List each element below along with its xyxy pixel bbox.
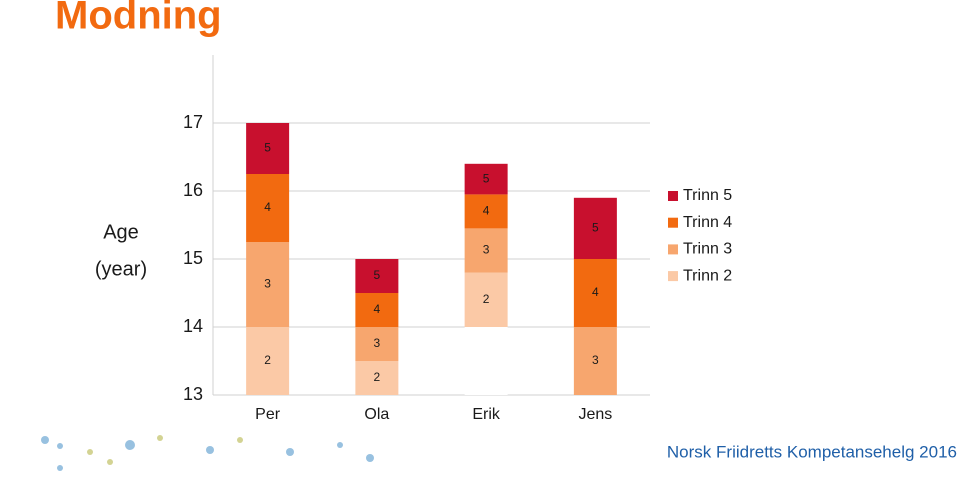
legend-swatch: [668, 217, 678, 228]
y-tick-label: 13: [183, 384, 203, 404]
segment-label: 3: [264, 277, 271, 291]
bar-segment: [573, 197, 617, 259]
y-axis-label: (year): [95, 258, 147, 280]
bar-segment: [464, 163, 508, 195]
segment-label: 2: [374, 370, 381, 384]
segment-label: 3: [483, 243, 490, 257]
bar-segment: [246, 327, 290, 395]
segment-label: 5: [374, 268, 381, 282]
segment-label: 5: [483, 171, 490, 185]
legend-label: Trinn 3: [683, 241, 732, 258]
legend-label: Trinn 5: [683, 187, 732, 204]
bar-segment: [355, 327, 399, 361]
y-axis-label: Age: [103, 221, 139, 243]
x-tick-label: Per: [255, 406, 281, 423]
legend-label: Trinn 2: [683, 267, 732, 284]
bar-segment: [355, 259, 399, 293]
footer: Norsk Friidretts Kompetansehelg 2016: [667, 442, 957, 461]
bar-segment: [573, 327, 617, 395]
bar-segment: [573, 259, 617, 327]
segment-label: 3: [592, 353, 599, 367]
segment-label: 5: [264, 141, 271, 155]
legend-swatch: [668, 191, 678, 201]
segment-label: 4: [483, 204, 490, 218]
y-tick-label: 16: [183, 180, 203, 200]
bar-segment: [246, 242, 290, 327]
bar-segment: [464, 272, 508, 327]
bar-segment: [464, 194, 508, 229]
segment-label: 4: [374, 302, 381, 316]
y-tick-label: 17: [183, 112, 203, 132]
segment-label: 4: [592, 285, 599, 299]
segment-label: 2: [483, 292, 490, 306]
bar-segment: [246, 123, 290, 174]
bar-segment: [246, 174, 290, 242]
y-tick-label: 14: [183, 316, 203, 336]
y-tick-label: 15: [183, 248, 203, 268]
bar-segment: [355, 361, 399, 395]
segment-label: 5: [592, 221, 599, 235]
x-tick-label: Jens: [578, 406, 612, 423]
legend-label: Trinn 4: [683, 214, 732, 231]
bar-segment: [464, 327, 508, 395]
segment-label: 3: [374, 336, 381, 350]
legend-swatch: [668, 271, 678, 282]
x-tick-label: Erik: [472, 406, 501, 423]
bar-segment: [464, 228, 508, 273]
legend-swatch: [668, 244, 678, 255]
x-tick-label: Ola: [364, 406, 389, 423]
segment-label: 4: [264, 200, 271, 214]
bar-segment: [355, 293, 399, 327]
chart-title: Modning: [55, 0, 222, 38]
decoration: [41, 435, 374, 471]
segment-label: 2: [264, 353, 271, 367]
